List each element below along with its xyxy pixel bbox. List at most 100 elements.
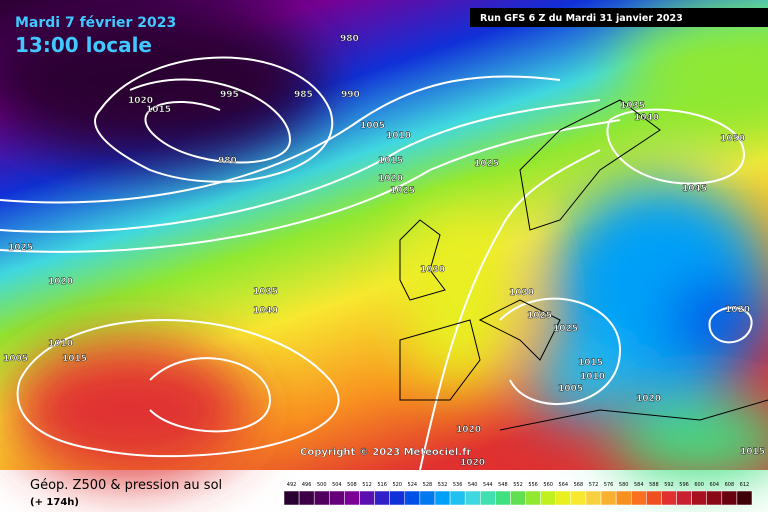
scale-label: 496 [302, 482, 312, 488]
scale-label: 572 [589, 482, 599, 488]
isobar-label: 1010 [48, 339, 73, 349]
scale-swatch [721, 490, 738, 506]
scale-label: 600 [694, 482, 704, 488]
isobar-label: 980 [218, 156, 237, 166]
isobar-label: 1025 [553, 324, 578, 334]
forecast-time: 13:00 locale [15, 33, 152, 57]
isobar-label: 980 [340, 34, 359, 44]
scale-label: 556 [528, 482, 538, 488]
scale-label: 568 [574, 482, 584, 488]
scale-swatch [676, 490, 692, 506]
scale-label: 604 [709, 482, 719, 488]
isobar-label: 995 [220, 90, 239, 100]
isobar-label: 1035 [253, 287, 278, 297]
scale-swatch [298, 490, 315, 506]
map-field [0, 0, 768, 480]
scale-label: 520 [392, 482, 402, 488]
isobar-label: 1005 [3, 354, 28, 364]
scale-label: 524 [408, 482, 418, 488]
run-info: Run GFS 6 Z du Mardi 31 janvier 2023 [480, 13, 683, 24]
scale-swatch [344, 490, 360, 506]
scale-label: 564 [559, 482, 569, 488]
isobar-label: 1020 [636, 394, 661, 404]
scale-label: 560 [543, 482, 553, 488]
run-box [470, 8, 768, 27]
isobar-label: 985 [294, 90, 313, 100]
scale-label: 528 [423, 482, 433, 488]
isobar-label: 1050 [720, 134, 745, 144]
scale-label: 492 [287, 482, 297, 488]
isobar-label: 1040 [253, 306, 278, 316]
color-scale: 492 496 500 504 508 512 516 520 524 528 532 536 540 5… [283, 482, 753, 506]
isobar-label: 1020 [725, 305, 750, 315]
scale-label: 540 [468, 482, 478, 488]
scale-label: 588 [649, 482, 659, 488]
forecast-date: Mardi 7 février 2023 [15, 15, 176, 31]
scale-label: 592 [664, 482, 674, 488]
scale-swatch [540, 490, 556, 506]
scale-label: 612 [740, 482, 750, 488]
isobar-label: 1015 [578, 358, 603, 368]
scale-swatch [510, 490, 526, 506]
scale-swatch [313, 490, 330, 506]
isobar-label: 1005 [360, 121, 385, 131]
isobar-label: 990 [341, 90, 360, 100]
isobar-label: 1040 [634, 113, 659, 123]
scale-label: 512 [362, 482, 372, 488]
scale-swatch [359, 490, 375, 506]
scale-swatch [661, 490, 677, 506]
scale-swatch [615, 490, 632, 506]
scale-swatch [480, 490, 496, 506]
isobar-label: 1025 [390, 186, 415, 196]
scale-label: 548 [498, 482, 508, 488]
isobar-label: 1015 [62, 354, 87, 364]
scale-swatch [434, 490, 451, 506]
isobar-label: 1025 [8, 243, 33, 253]
isobar-label: 1030 [420, 265, 445, 275]
scale-label: 584 [634, 482, 644, 488]
scale-swatch [600, 490, 617, 506]
scale-label: 552 [513, 482, 523, 488]
scale-swatch [329, 490, 345, 506]
isobar-label: 1010 [580, 372, 605, 382]
isobar-label: 1025 [527, 311, 552, 321]
scale-swatch [706, 490, 723, 506]
scale-label: 532 [438, 482, 448, 488]
scale-swatch [736, 490, 753, 506]
legend-subtitle: (+ 174h) [30, 497, 79, 508]
scale-swatch [464, 490, 481, 506]
scale-label: 576 [604, 482, 614, 488]
scale-swatch [630, 490, 647, 506]
scale-swatch [570, 490, 587, 506]
scale-label: 580 [619, 482, 629, 488]
scale-label: 516 [377, 482, 387, 488]
copyright: Copyright © 2023 Meteociel.fr [300, 447, 471, 458]
isobar-label: 1030 [509, 288, 534, 298]
scale-swatch [419, 490, 436, 506]
scale-label: 504 [332, 482, 342, 488]
scale-swatch [691, 490, 707, 506]
isobar-label: 1020 [128, 96, 153, 106]
scale-swatch [525, 490, 541, 506]
isobar-label: 1010 [386, 131, 411, 141]
isobar-label: 1025 [474, 159, 499, 169]
isobar-label: 1020 [456, 425, 481, 435]
scale-swatch [283, 490, 300, 506]
isobar-label: 1045 [682, 184, 707, 194]
legend-title: Géop. Z500 & pression au sol [30, 478, 222, 493]
isobar-label: 1005 [558, 384, 583, 394]
scale-label: 500 [317, 482, 327, 488]
scale-swatch [449, 490, 466, 506]
isobar-label: 1015 [740, 447, 765, 457]
scale-swatch [585, 490, 602, 506]
isobar-label: 1015 [378, 156, 403, 166]
scale-swatch [646, 490, 662, 506]
isobar-label: 1035 [620, 101, 645, 111]
scale-label: 536 [453, 482, 463, 488]
coastlines [399, 99, 768, 431]
scale-label: 596 [679, 482, 689, 488]
scale-label: 608 [725, 482, 735, 488]
scale-swatch [374, 490, 390, 506]
scale-label: 544 [483, 482, 493, 488]
